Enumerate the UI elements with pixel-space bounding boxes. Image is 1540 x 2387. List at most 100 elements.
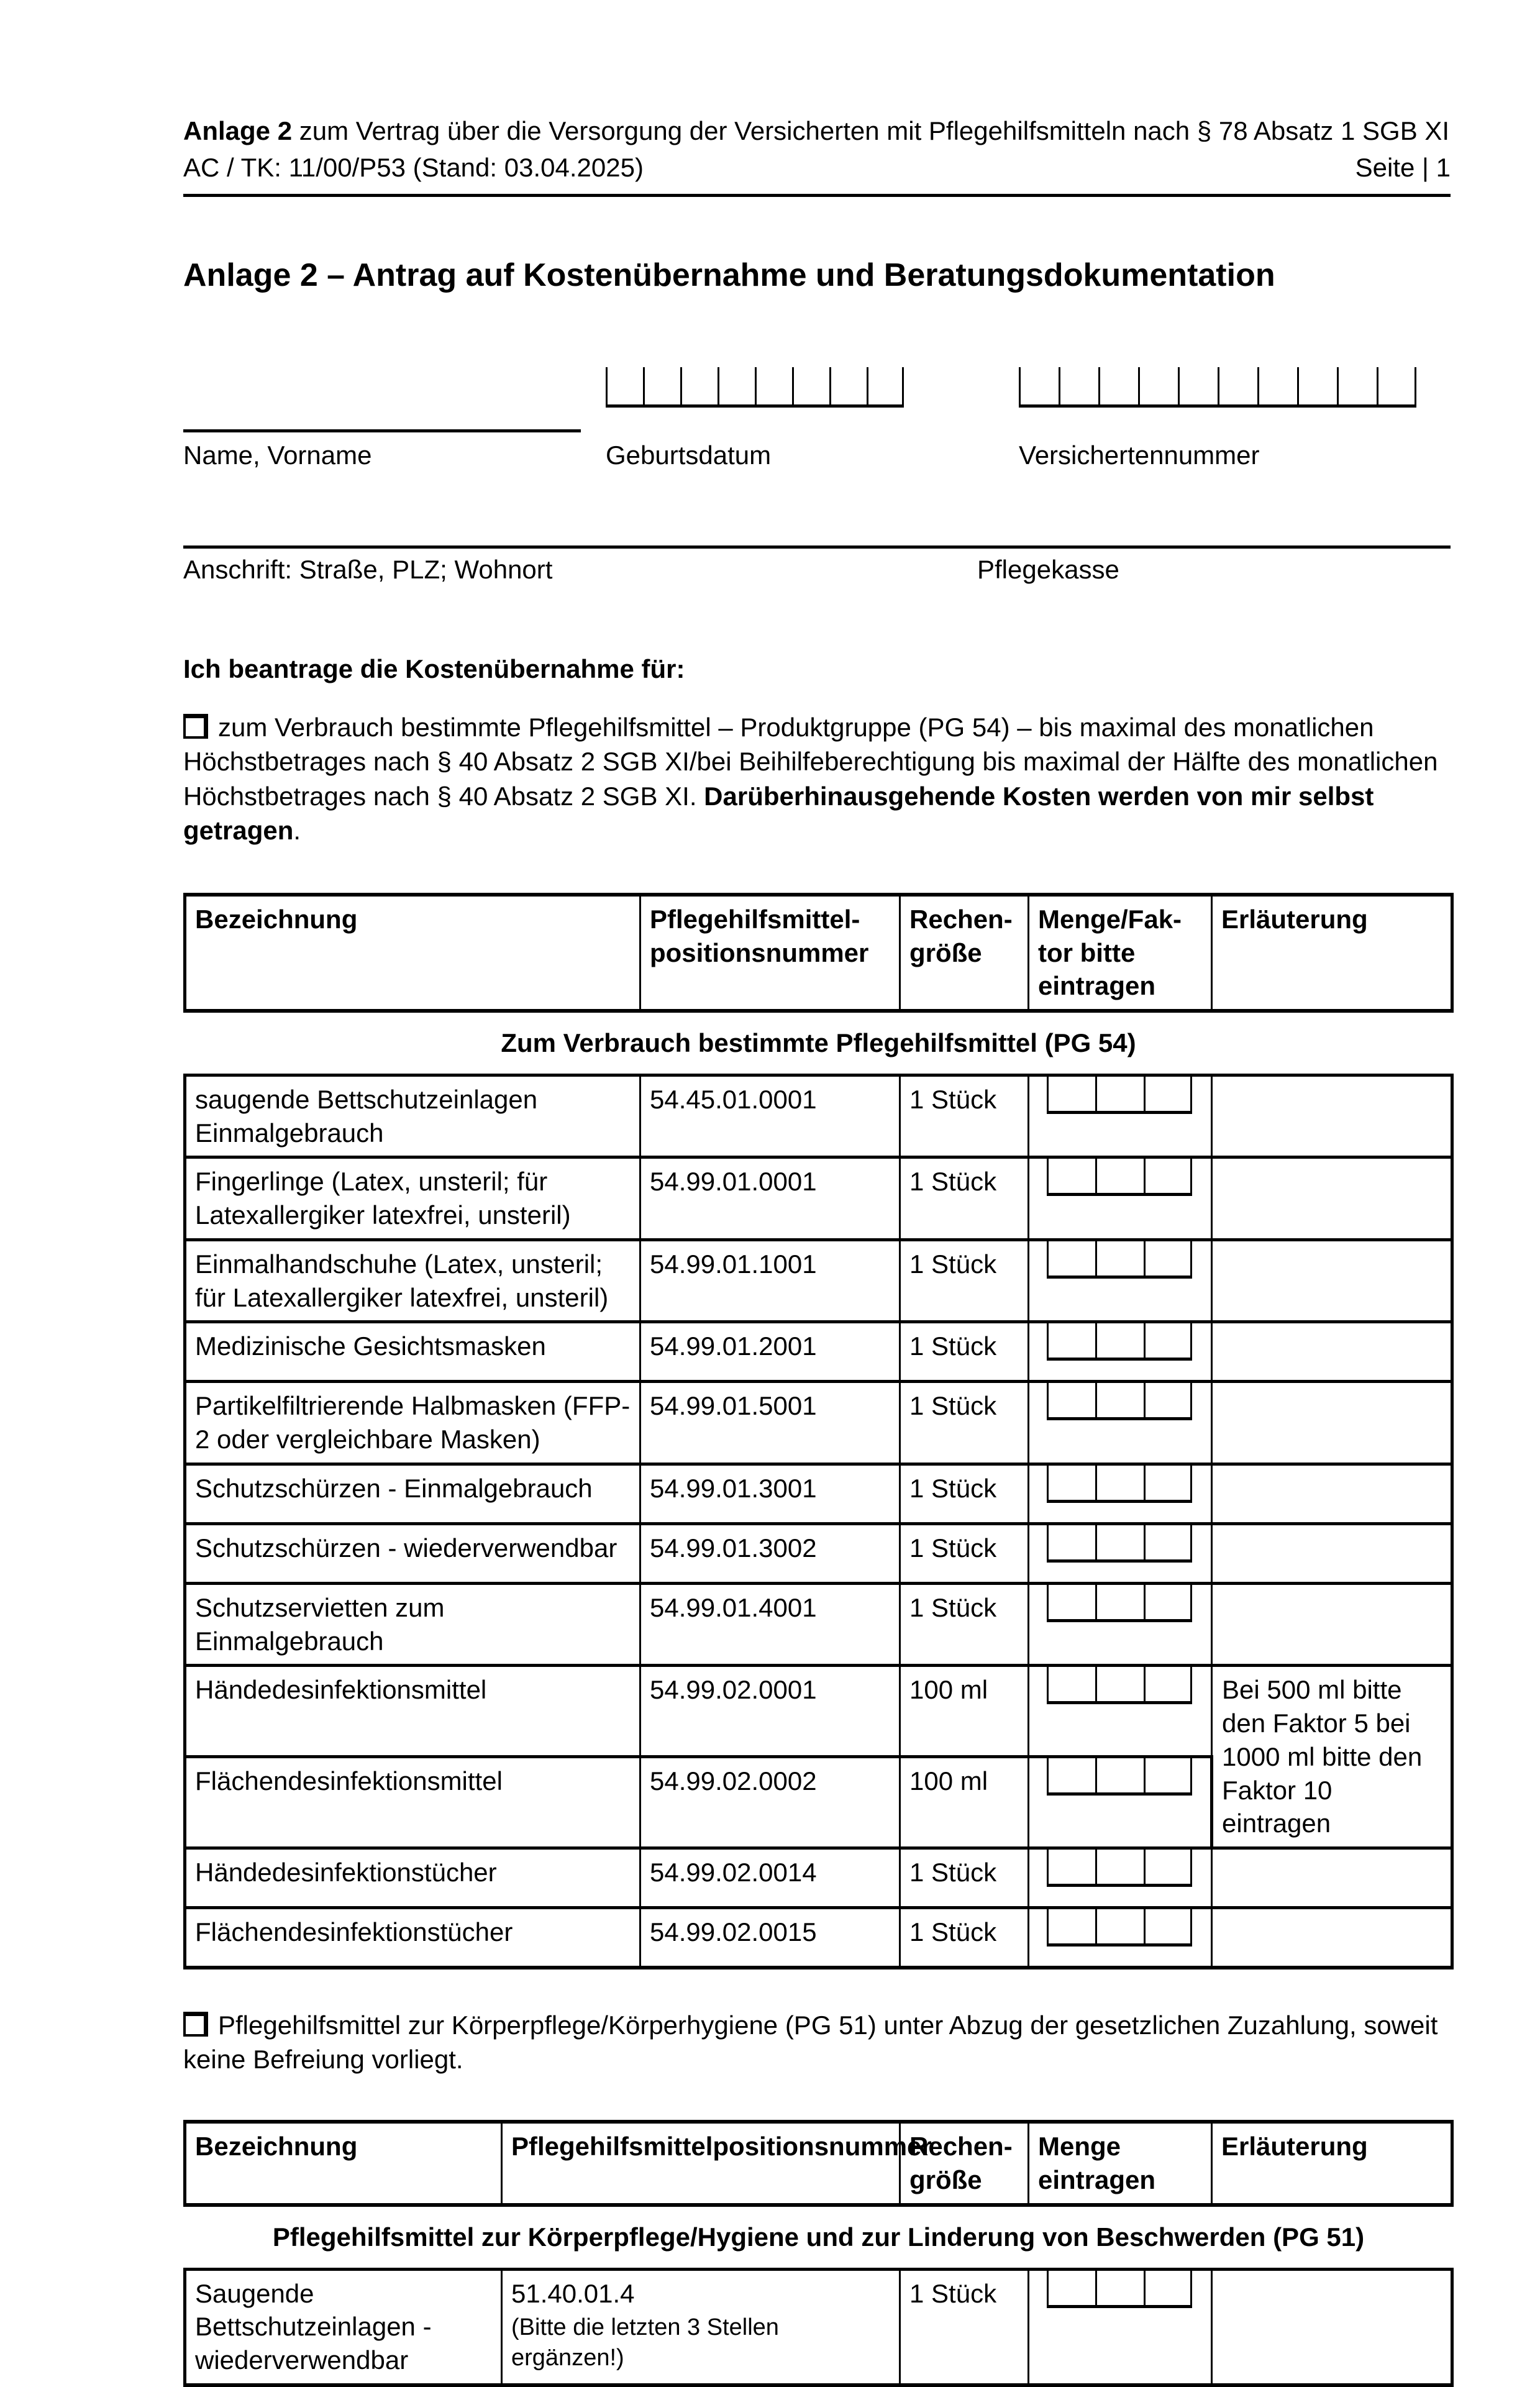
page-header-line2: AC / TK: 11/00/P53 (Stand: 03.04.2025) S… [183, 152, 1451, 185]
page-title: Anlage 2 – Antrag auf Kostenübernahme un… [183, 257, 1275, 293]
header-attachment-label: Anlage 2 [183, 116, 293, 145]
insured-number-digit-cell[interactable] [1297, 367, 1337, 404]
quantity-cell[interactable] [1027, 1073, 1213, 1159]
item-position-number: 54.99.02.0002 [639, 1755, 901, 1850]
table-row: Flächendesinfektionstücher 54.99.02.0015… [183, 1906, 1454, 1969]
col-header-menge: Menge eintragen [1027, 2120, 1213, 2207]
option-pg54-text: zum Verbrauch bestimmte Pflegehilfsmitte… [183, 713, 1438, 811]
quantity-comb-field[interactable] [1047, 2270, 1192, 2308]
pg54-table: Bezeichnung Pflegehilfsmittel- positions… [183, 892, 1454, 1969]
birthdate-digit-cell[interactable] [829, 367, 867, 404]
quantity-cell[interactable] [1027, 1522, 1213, 1585]
birthdate-digit-cell[interactable] [867, 367, 904, 404]
table-row: Saugende Bettschutzeinlagen - wiederverw… [183, 2267, 1454, 2387]
item-position-number: 54.99.02.0015 [639, 1906, 901, 1969]
quantity-cell[interactable] [1027, 1238, 1213, 1324]
birthdate-digit-cell[interactable] [792, 367, 829, 404]
item-unit: 1 Stück [899, 1906, 1029, 1969]
quantity-cell[interactable] [1027, 1755, 1213, 1850]
insured-number-digit-cell[interactable] [1019, 367, 1059, 404]
item-name: Händedesinfektionsmittel [183, 1664, 641, 1759]
quantity-cell[interactable] [1027, 1664, 1213, 1759]
birthdate-digit-cell[interactable] [643, 367, 680, 404]
quantity-cell[interactable] [1027, 1320, 1213, 1384]
insured-number-digit-cell[interactable] [1337, 367, 1377, 404]
pg54-header-row: Bezeichnung Pflegehilfsmittel- positions… [183, 892, 1454, 1013]
birthdate-comb-field[interactable] [606, 367, 904, 408]
insured-number-digit-cell[interactable] [1098, 367, 1138, 404]
care-fund-label: Pflegekasse [977, 555, 1119, 584]
quantity-cell[interactable] [1027, 2267, 1213, 2387]
quantity-comb-field[interactable] [1047, 1850, 1192, 1887]
address-input-line[interactable] [183, 545, 1451, 549]
item-name: Händedesinfektionstücher [183, 1846, 641, 1909]
option-pg51-text: Pflegehilfsmittel zur Körperpflege/Körpe… [183, 2010, 1438, 2074]
insured-number-comb-field[interactable] [1019, 367, 1416, 408]
item-name: Fingerlinge (Latex, unsteril; für Latexa… [183, 1156, 641, 1241]
pg51-header-row: Bezeichnung Pflegehilfsmittelpositionsnu… [183, 2120, 1454, 2207]
pg54-checkbox-icon[interactable] [183, 714, 208, 739]
item-position-number: 54.99.02.0001 [639, 1664, 901, 1759]
insured-number-digit-cell[interactable] [1377, 367, 1416, 404]
quantity-cell[interactable] [1027, 1581, 1213, 1668]
address-block: Anschrift: Straße, PLZ; Wohnort Pflegeka… [183, 545, 1451, 589]
col-header-erlaeuterung: Erläuterung [1211, 892, 1454, 1013]
request-heading: Ich beantrage die Kostenübernahme für: [183, 654, 685, 683]
quantity-comb-field[interactable] [1047, 1323, 1192, 1361]
col-header-bezeichnung: Bezeichnung [183, 2120, 503, 2207]
quantity-cell[interactable] [1027, 1156, 1213, 1241]
item-unit: 1 Stück [899, 1320, 1029, 1384]
position-number-hint: (Bitte die letzten 3 Stellen ergänzen!) [511, 2314, 779, 2371]
birthdate-digit-cell[interactable] [606, 367, 643, 404]
insured-number-digit-cell[interactable] [1138, 367, 1178, 404]
position-number-value: 51.40.01.4 [511, 2278, 635, 2308]
item-note [1211, 1581, 1454, 1668]
quantity-comb-field[interactable] [1047, 1525, 1192, 1563]
table-row: saugende Bettschutzeinlagen Einmalgebrau… [183, 1073, 1454, 1159]
table-row: Schutzschürzen - wiederverwendbar 54.99.… [183, 1522, 1454, 1585]
item-name: Einmalhandschuhe (Latex, unsteril; für L… [183, 1238, 641, 1324]
insured-number-digit-cell[interactable] [1178, 367, 1218, 404]
item-position-number: 54.99.01.3002 [639, 1522, 901, 1585]
option-pg51-paragraph: Pflegehilfsmittel zur Körperpflege/Körpe… [183, 2008, 1451, 2077]
table-row: Einmalhandschuhe (Latex, unsteril; für L… [183, 1238, 1454, 1324]
quantity-comb-field[interactable] [1047, 1465, 1192, 1503]
quantity-cell[interactable] [1027, 1906, 1213, 1969]
quantity-comb-field[interactable] [1047, 1383, 1192, 1421]
option-pg54-paragraph: zum Verbrauch bestimmte Pflegehilfsmitte… [183, 710, 1451, 848]
table-row: Händedesinfektionsmittel 54.99.02.0001 1… [183, 1664, 1454, 1850]
insured-number-digit-cell[interactable] [1257, 367, 1297, 404]
table-row: Flächendesinfektionsmittel 54.99.02.0002… [183, 1755, 1452, 1850]
pg51-table: Bezeichnung Pflegehilfsmittelpositionsnu… [183, 2120, 1454, 2387]
quantity-comb-field[interactable] [1047, 1159, 1192, 1197]
quantity-comb-field[interactable] [1047, 1076, 1192, 1114]
birthdate-digit-cell[interactable] [755, 367, 792, 404]
quantity-cell[interactable] [1027, 1846, 1213, 1909]
pg51-checkbox-icon[interactable] [183, 2011, 208, 2037]
insured-number-digit-cell[interactable] [1059, 367, 1098, 404]
item-position-number: 54.99.01.2001 [639, 1320, 901, 1384]
col-header-menge: Menge/Fak- tor bitte eintragen [1027, 892, 1213, 1013]
birthdate-digit-cell[interactable] [718, 367, 755, 404]
quantity-cell[interactable] [1027, 1462, 1213, 1525]
col-header-rechengroesse: Rechen- größe [899, 2120, 1029, 2207]
item-unit: 1 Stück [899, 1581, 1029, 1668]
birthdate-digit-cell[interactable] [680, 367, 718, 404]
quantity-comb-field[interactable] [1047, 1909, 1192, 1947]
item-name: Schutzservietten zum Einmalgebrauch [183, 1581, 641, 1668]
name-input-line[interactable] [183, 429, 581, 432]
quantity-cell[interactable] [1027, 1380, 1213, 1466]
quantity-comb-field[interactable] [1047, 1584, 1192, 1622]
item-position-number: 54.99.01.1001 [639, 1238, 901, 1324]
item-position-number: 54.99.01.0001 [639, 1156, 901, 1241]
item-unit: 1 Stück [899, 1073, 1029, 1159]
quantity-comb-field[interactable] [1047, 1758, 1192, 1796]
quantity-comb-field[interactable] [1047, 1667, 1192, 1705]
col-header-positionsnummer: Pflegehilfsmittelpositionsnummer [501, 2120, 932, 2207]
insured-number-digit-cell[interactable] [1218, 367, 1257, 404]
item-note [1211, 1906, 1454, 1969]
item-note [1211, 1846, 1454, 1909]
item-name: saugende Bettschutzeinlagen Einmalgebrau… [183, 1073, 641, 1159]
quantity-comb-field[interactable] [1047, 1241, 1192, 1279]
item-note [1211, 1380, 1454, 1466]
